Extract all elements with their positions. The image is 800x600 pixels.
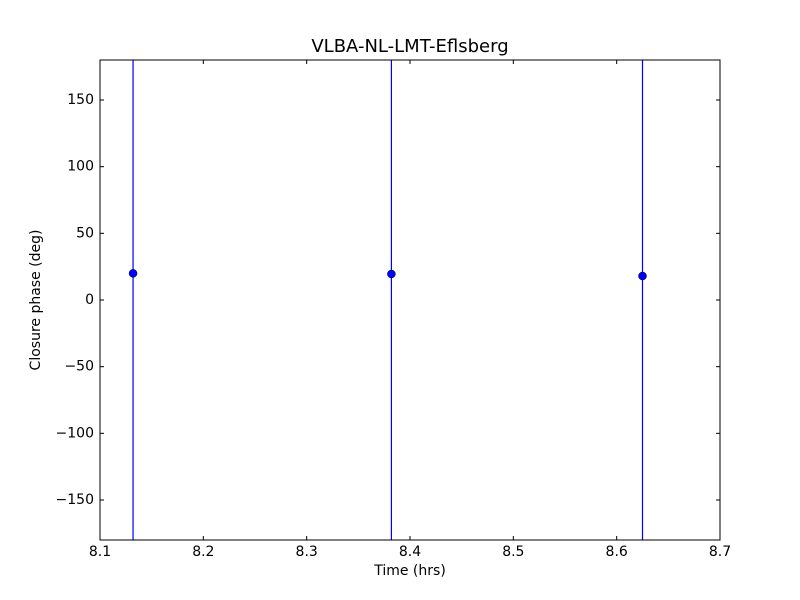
y-tick-label: 150 [67, 92, 94, 108]
y-axis-label: Closure phase (deg) [28, 230, 44, 371]
x-tick-label: 8.1 [89, 544, 111, 560]
data-point [638, 271, 647, 281]
y-tick-label: −100 [56, 425, 94, 441]
x-tick-label: 8.4 [399, 544, 421, 560]
y-tick-label: 50 [76, 225, 94, 241]
x-tick-label: 8.7 [709, 544, 731, 560]
y-tick-label: 0 [85, 292, 94, 308]
plot-area [128, 60, 647, 540]
x-axis-label: Time (hrs) [373, 563, 446, 579]
x-tick-label: 8.2 [192, 544, 214, 560]
data-point [128, 269, 138, 278]
y-tick-label: −150 [56, 492, 94, 508]
data-point [387, 269, 396, 279]
chart-title: VLBA-NL-LMT-Eflsberg [311, 36, 508, 57]
x-tick-label: 8.3 [296, 544, 318, 560]
x-tick-label: 8.6 [606, 544, 628, 560]
y-tick-label: −50 [64, 359, 94, 375]
x-tick-label: 8.5 [502, 544, 524, 560]
y-tick-label: 100 [67, 159, 94, 175]
